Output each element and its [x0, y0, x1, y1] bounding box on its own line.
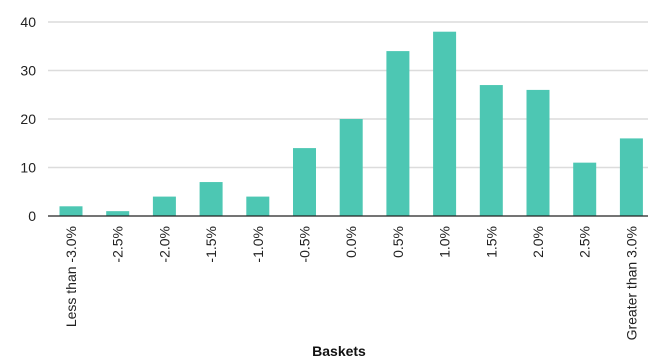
y-axis-ticks: 0 10 20 30 40 [20, 14, 36, 224]
x-tick-label: Less than -3.0% [63, 226, 79, 327]
y-tick-label: 20 [20, 111, 36, 127]
x-tick-label: Greater than 3.0% [623, 226, 639, 340]
bar [433, 31, 457, 217]
x-tick-label: -1.5% [203, 226, 219, 263]
bar [526, 89, 550, 216]
x-tick-label: 2.5% [577, 226, 593, 258]
x-axis-title: Baskets [312, 343, 366, 359]
y-tick-label: 10 [20, 160, 36, 176]
bar [479, 85, 503, 216]
x-tick-label: 2.0% [530, 226, 546, 258]
y-tick-label: 30 [20, 63, 36, 79]
bar [293, 148, 316, 216]
x-tick-label: -0.5% [297, 226, 313, 263]
x-tick-label: 1.0% [437, 226, 453, 258]
bar [386, 51, 410, 216]
y-tick-label: 40 [20, 14, 36, 30]
bar [619, 138, 643, 216]
x-tick-label: 1.5% [483, 226, 499, 258]
bar [246, 196, 270, 216]
bars [59, 31, 643, 217]
y-tick-label: 0 [28, 208, 36, 224]
x-tick-label: 0.0% [343, 226, 359, 258]
x-tick-label: -2.5% [110, 226, 126, 263]
bar [59, 206, 83, 216]
x-axis-ticks: Less than -3.0% -2.5% -2.0% -1.5% -1.0% -0.5%… [63, 226, 639, 340]
bar [106, 211, 130, 216]
x-tick-label: -2.0% [156, 226, 172, 263]
bar [573, 162, 597, 216]
bar [152, 196, 176, 216]
x-tick-label: 0.5% [390, 226, 406, 258]
bar [199, 182, 223, 216]
bar [339, 119, 363, 216]
x-tick-label: -1.0% [250, 226, 266, 263]
